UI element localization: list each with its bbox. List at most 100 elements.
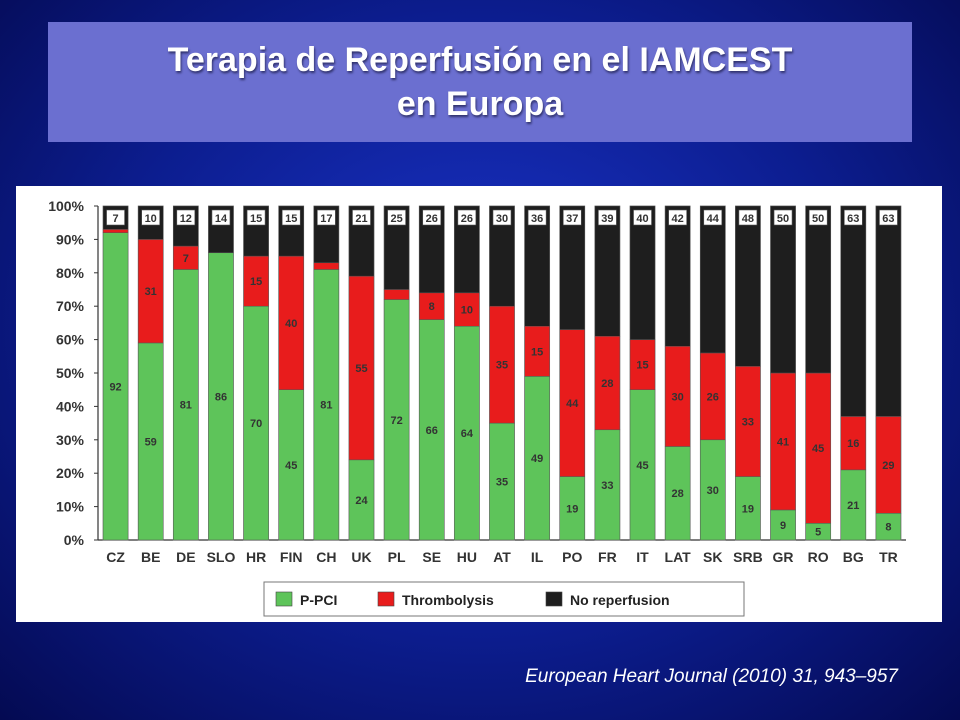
data-label: 9 xyxy=(780,520,786,532)
data-label: 26 xyxy=(707,391,719,403)
data-label: 44 xyxy=(707,213,720,225)
data-label: 7 xyxy=(113,213,119,225)
bar-segment-no-reperfusion xyxy=(559,205,586,330)
data-label-box xyxy=(317,209,336,226)
x-tick-label: DE xyxy=(176,549,195,565)
bar-segment-p-pci xyxy=(208,252,234,541)
data-label: 30 xyxy=(707,485,719,497)
bar-segment-p-pci xyxy=(524,376,550,541)
data-label-box xyxy=(457,209,477,226)
data-label: 81 xyxy=(180,400,192,412)
data-label: 10 xyxy=(145,213,157,225)
data-label-box xyxy=(562,209,582,226)
data-label: 8 xyxy=(429,301,435,313)
y-tick-label: 40% xyxy=(56,398,85,414)
data-label-box xyxy=(211,209,231,226)
bar-segment-thrombolysis xyxy=(489,305,515,424)
y-tick-label: 20% xyxy=(56,465,85,481)
chart-panel: 0% 10% 20% 30% 40% 50% 60% 70% 80% 90% 100% 92 7 CZ 59… xyxy=(16,186,942,622)
data-label: 28 xyxy=(601,378,613,390)
data-label: 30 xyxy=(496,213,508,225)
x-tick-label: FIN xyxy=(280,549,303,565)
bar-segment-p-pci xyxy=(559,476,586,541)
y-tick-label: 100% xyxy=(48,198,84,214)
data-label: 72 xyxy=(390,415,402,427)
data-label: 36 xyxy=(531,213,543,225)
data-label-box xyxy=(492,209,512,226)
bar-segment-p-pci xyxy=(418,319,445,541)
bar-segment-no-reperfusion xyxy=(594,205,621,337)
y-tick-label: 50% xyxy=(56,365,85,381)
bar-segment-thrombolysis xyxy=(313,262,340,270)
bar-segment-p-pci xyxy=(173,269,199,541)
legend-swatch xyxy=(377,591,395,607)
legend-swatch xyxy=(545,591,563,607)
data-label: 30 xyxy=(672,391,684,403)
bar-segment-no-reperfusion xyxy=(875,205,902,417)
data-label-box xyxy=(422,209,442,226)
bar-segment-no-reperfusion xyxy=(524,205,550,327)
bar-segment-p-pci xyxy=(313,269,340,541)
bar-segment-no-reperfusion xyxy=(805,205,831,374)
bar-segment-thrombolysis xyxy=(278,255,304,390)
data-label-box xyxy=(352,209,371,226)
data-label-box xyxy=(773,209,793,226)
bar-segment-p-pci xyxy=(137,342,164,541)
legend-label: Thrombolysis xyxy=(402,592,494,608)
data-label: 40 xyxy=(636,213,648,225)
bar-segment-thrombolysis xyxy=(243,255,269,307)
data-label-box xyxy=(844,209,863,226)
y-tick-label: 70% xyxy=(56,298,85,314)
data-label-box xyxy=(527,209,547,226)
bar-segment-thrombolysis xyxy=(137,239,164,344)
x-tick-label: PO xyxy=(562,549,582,565)
data-label: 26 xyxy=(426,213,438,225)
bar-segment-thrombolysis xyxy=(348,275,375,461)
data-label: 31 xyxy=(145,286,157,298)
x-tick-label: CZ xyxy=(106,549,125,565)
data-label: 8 xyxy=(885,522,891,534)
x-tick-label: SRB xyxy=(733,549,763,565)
data-label-box xyxy=(598,209,617,226)
slide-title-line-2: en Europa xyxy=(396,85,564,123)
data-label: 86 xyxy=(215,391,227,403)
data-label: 28 xyxy=(672,488,684,500)
data-label: 17 xyxy=(320,213,332,225)
data-label-box xyxy=(808,209,828,226)
bar-segment-thrombolysis xyxy=(102,229,129,233)
x-tick-label: SLO xyxy=(207,549,236,565)
bar-segment-thrombolysis xyxy=(875,416,902,514)
data-label: 55 xyxy=(355,363,367,375)
legend-label: No reperfusion xyxy=(570,592,670,608)
data-label-box xyxy=(633,209,652,226)
bar-segment-thrombolysis xyxy=(735,366,761,477)
legend-box xyxy=(263,581,745,617)
data-label-box xyxy=(141,209,160,226)
data-label: 45 xyxy=(812,443,824,455)
x-tick-label: AT xyxy=(493,549,511,565)
data-label-box xyxy=(668,209,687,226)
data-label: 49 xyxy=(531,453,543,465)
bar-segment-p-pci xyxy=(770,509,796,541)
x-tick-label: PL xyxy=(388,549,406,565)
data-label: 35 xyxy=(496,477,508,489)
bar-segment-no-reperfusion xyxy=(840,205,867,417)
data-label: 63 xyxy=(882,213,894,225)
data-label-box xyxy=(879,209,898,226)
x-tick-label: SE xyxy=(422,549,441,565)
x-tick-label: UK xyxy=(351,549,371,565)
data-label: 59 xyxy=(145,436,157,448)
bar-segment-thrombolysis xyxy=(383,289,410,300)
data-label: 29 xyxy=(882,460,894,472)
data-label-box xyxy=(281,209,301,226)
data-label: 21 xyxy=(847,500,859,512)
x-tick-label: SK xyxy=(703,549,722,565)
data-label: 44 xyxy=(566,398,579,410)
bar-segment-p-pci xyxy=(243,305,269,541)
stacked-bar-chart: 0%10%20%30%40%50%60%70%80%90%100%927CZ59… xyxy=(48,198,906,617)
y-tick-label: 60% xyxy=(56,332,85,348)
y-tick-label: 30% xyxy=(56,432,85,448)
bar-segment-thrombolysis xyxy=(524,325,550,377)
x-tick-label: IL xyxy=(531,549,544,565)
bar-segment-thrombolysis xyxy=(629,339,656,390)
